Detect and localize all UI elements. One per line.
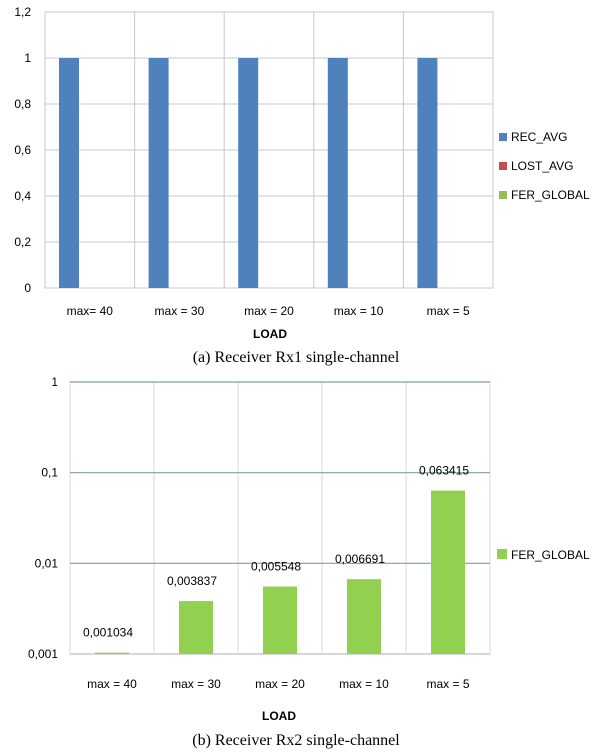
chart-a-legend: REC_AVG LOST_AVG FER_GLOBAL — [499, 130, 590, 202]
chart-b-data-label: 0,001034 — [83, 626, 133, 640]
chart-a-ytick-label: 1 — [24, 51, 31, 65]
chart-a-caption: (a) Receiver Rx1 single-channel — [193, 349, 400, 366]
chart-b-data-label: 0,005548 — [251, 560, 301, 574]
chart-a-xtick-label: max = 30 — [155, 304, 205, 318]
chart-b-xtick-label: max = 5 — [426, 677, 469, 691]
chart-b-legend: FER_GLOBAL — [497, 548, 590, 562]
chart-a-ytick-label: 0,6 — [14, 143, 31, 157]
chart-b-ytick-label: 0,001 — [28, 647, 58, 661]
chart-b-ytick-label: 1 — [51, 375, 58, 389]
chart-b-xtick-label: max = 10 — [339, 677, 389, 691]
chart-b-data-label: 0,003837 — [167, 574, 217, 588]
chart-a-ytick-label: 0,2 — [14, 235, 31, 249]
chart-a-ytick-label: 1,2 — [14, 5, 31, 19]
chart-b-bar-fer-global — [95, 652, 129, 654]
chart-a-legend-label: LOST_AVG — [511, 159, 573, 173]
chart-b-bar-fer-global — [431, 490, 465, 654]
chart-b-legend-label: FER_GLOBAL — [511, 548, 590, 562]
chart-a-bar-rec-avg — [327, 58, 348, 288]
chart-b: 0,001 0,01 0,1 1 0,001034 0,003837 0,005548 0,0… — [28, 375, 590, 749]
chart-a-ytick-label: 0 — [24, 281, 31, 295]
chart-a-bar-rec-avg — [238, 58, 259, 288]
chart-b-bar-fer-global — [347, 579, 381, 654]
chart-b-ytick-label: 0,1 — [41, 466, 58, 480]
chart-b-x-axis-title: LOAD — [262, 709, 296, 723]
chart-a-xtick-label: max= 40 — [67, 304, 114, 318]
chart-a-bar-rec-avg — [59, 58, 79, 288]
chart-b-data-label: 0,063415 — [419, 464, 469, 478]
chart-b-xtick-label: max = 20 — [255, 677, 305, 691]
chart-a-ytick-label: 0,4 — [14, 189, 31, 203]
chart-a-x-axis-title: LOAD — [253, 327, 287, 341]
chart-b-bar-fer-global — [179, 601, 213, 654]
chart-a-legend-swatch — [499, 191, 507, 199]
chart-a-bar-rec-avg — [148, 58, 169, 288]
chart-b-ytick-label: 0,01 — [35, 556, 59, 570]
chart-b-data-label: 0,006691 — [335, 552, 385, 566]
chart-b-caption: (b) Receiver Rx2 single-channel — [192, 732, 400, 749]
chart-a-legend-swatch — [499, 133, 507, 141]
chart-a-xtick-label: max = 5 — [427, 304, 470, 318]
chart-a-legend-label: FER_GLOBAL — [511, 188, 590, 202]
chart-a-legend-label: REC_AVG — [511, 130, 567, 144]
chart-a-legend-swatch — [499, 162, 507, 170]
chart-a-ytick-label: 0,8 — [14, 97, 31, 111]
chart-b-xtick-label: max = 40 — [87, 677, 137, 691]
chart-b-bar-fer-global — [263, 586, 297, 654]
chart-a-bar-rec-avg — [417, 58, 438, 288]
chart-b-legend-swatch — [497, 549, 507, 559]
chart-a-xtick-label: max = 20 — [244, 304, 294, 318]
chart-a: 0 0,2 0,4 0,6 0,8 1 1,2 max= 40 max = 30 max = 20… — [14, 5, 590, 366]
chart-b-xtick-label: max = 30 — [171, 677, 221, 691]
chart-a-xtick-label: max = 10 — [334, 304, 384, 318]
